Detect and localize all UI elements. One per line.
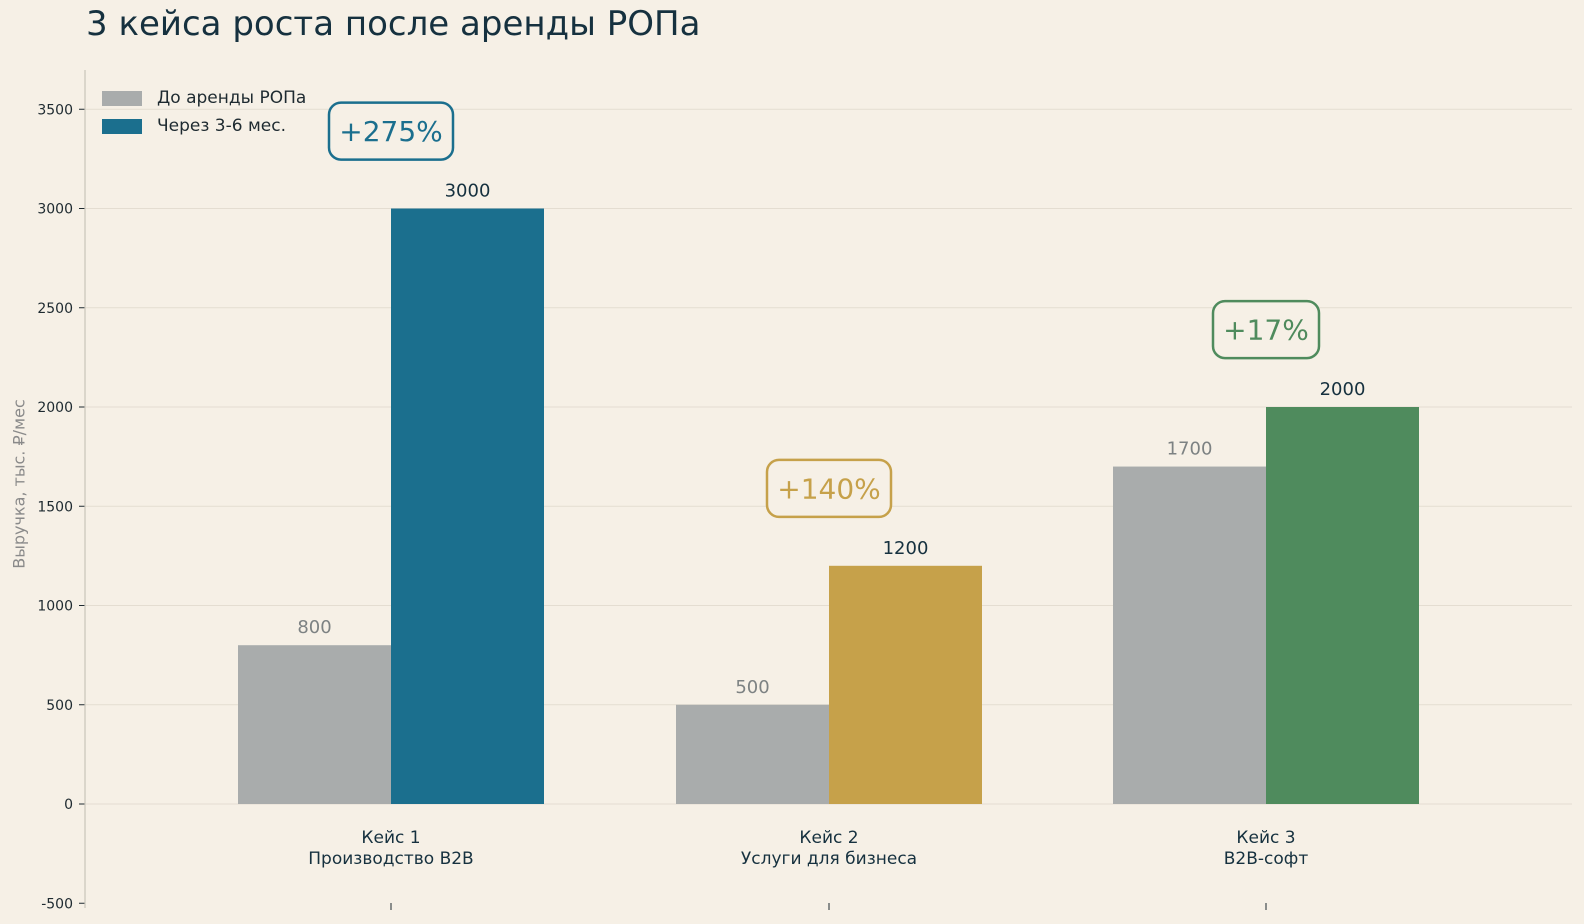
- y-tick-label: 3500: [37, 102, 73, 118]
- y-tick-label: 2500: [37, 301, 73, 317]
- y-tick-label: 3000: [37, 202, 73, 218]
- y-tick-label: 2000: [37, 400, 73, 416]
- legend-swatch-before: [102, 90, 142, 106]
- legend-label-after: Через 3-6 мес.: [157, 116, 287, 136]
- legend-item-after: Через 3-6 мес.: [102, 112, 306, 140]
- growth-badge-text: +17%: [1223, 314, 1309, 347]
- category-label-line2: Услуги для бизнеса: [741, 849, 917, 869]
- value-label-before: 1700: [1167, 439, 1213, 460]
- growth-badge: [765, 458, 893, 519]
- legend: До аренды РОПа Через 3-6 мес.: [102, 84, 306, 140]
- y-tick-label: -500: [41, 896, 73, 912]
- category-label-line2: Производство B2B: [308, 849, 473, 869]
- category-label-line1: Кейс 2: [799, 828, 858, 848]
- bar-before: [1113, 466, 1266, 804]
- value-label-before: 800: [297, 617, 331, 638]
- bar-before: [676, 704, 829, 804]
- category-label-line1: Кейс 1: [361, 828, 420, 848]
- growth-badge: [327, 101, 455, 161]
- category-label-line1: Кейс 3: [1236, 828, 1295, 848]
- growth-badge-text: +275%: [339, 115, 443, 148]
- growth-badge-text: +140%: [777, 472, 881, 505]
- value-label-after: 3000: [445, 181, 491, 202]
- bar-before: [238, 645, 391, 804]
- category-label-line2: B2B-софт: [1224, 849, 1309, 869]
- value-label-after: 2000: [1320, 379, 1366, 400]
- value-label-before: 500: [735, 677, 769, 698]
- y-tick-label: 1500: [37, 499, 73, 515]
- y-tick-label: 0: [64, 797, 73, 813]
- y-tick-label: 1000: [37, 599, 73, 615]
- bar-after: [1266, 407, 1419, 804]
- y-tick-label: 500: [46, 698, 73, 714]
- bar-after: [391, 208, 544, 804]
- legend-swatch-after: [102, 118, 142, 134]
- legend-item-before: До аренды РОПа: [102, 84, 306, 112]
- legend-label-before: До аренды РОПа: [157, 88, 307, 108]
- chart-title: 3 кейса роста после аренды РОПа: [86, 4, 701, 44]
- bar-after: [829, 565, 982, 804]
- value-label-after: 1200: [883, 538, 929, 559]
- growth-badge: [1211, 299, 1321, 360]
